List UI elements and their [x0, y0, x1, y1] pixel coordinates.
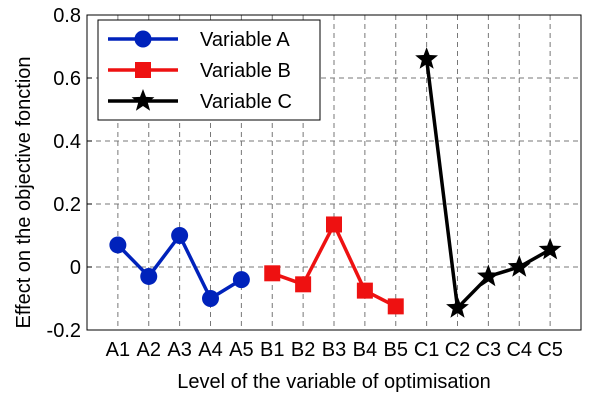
legend-marker [135, 62, 151, 78]
x-tick-label: B3 [322, 339, 346, 361]
data-point [140, 267, 158, 285]
data-point [109, 236, 127, 254]
x-tick-label: A5 [229, 339, 253, 361]
data-point [538, 237, 562, 260]
data-point [326, 216, 342, 233]
data-point [232, 271, 250, 289]
y-tick-label: 0.6 [53, 68, 81, 90]
x-tick-label: C4 [506, 339, 532, 361]
data-point [264, 265, 281, 282]
x-tick-label: A2 [137, 339, 161, 361]
x-tick-label: B1 [260, 339, 284, 361]
series-layer [109, 47, 562, 318]
y-tick-label: 0.4 [53, 131, 81, 153]
legend-marker [134, 30, 152, 48]
legend-label: Variable A [200, 29, 290, 51]
legend-label: Variable B [200, 60, 291, 82]
y-tick-label: 0 [70, 257, 81, 279]
series-variable-c [415, 47, 562, 318]
y-axis-label: Effect on the objective fonction [13, 56, 35, 328]
data-point [202, 290, 219, 307]
x-tick-label: C5 [537, 339, 563, 361]
data-point [446, 295, 469, 318]
data-point [415, 47, 438, 69]
x-tick-label: C2 [445, 339, 471, 361]
x-tick-label: B2 [291, 339, 315, 361]
y-tick-label: 0.2 [53, 194, 81, 216]
data-point [387, 298, 404, 315]
series-variable-b [264, 216, 404, 315]
data-point [171, 227, 189, 244]
x-tick-label: A3 [167, 339, 191, 361]
data-point [295, 276, 312, 293]
legend: Variable A Variable B Variable C [97, 19, 321, 121]
x-tick-label: C3 [476, 339, 502, 361]
data-point [507, 255, 531, 277]
x-axis-label: Level of the variable of optimisation [177, 371, 491, 393]
x-tick-label: A4 [198, 339, 222, 361]
x-tick-labels: A1 A2 A3 A4 A5 B1 B2 B3 B4 B5 C1 C2 C3 C4 C5 [106, 339, 563, 361]
y-tick-label: -0.2 [47, 320, 81, 342]
legend-label: Variable C [200, 91, 292, 113]
data-point [477, 264, 500, 287]
legend-marker [131, 89, 155, 111]
legend-item: Variable B [108, 60, 291, 82]
x-tick-label: A1 [106, 339, 130, 361]
series-variable-a [109, 227, 250, 307]
axes-box [86, 14, 582, 331]
data-point [356, 282, 373, 299]
x-tick-label: C1 [414, 339, 440, 361]
legend-item: Variable A [108, 29, 290, 51]
x-tick-label: B5 [384, 339, 408, 361]
y-tick-label: 0.8 [53, 5, 81, 27]
x-tick-label: B4 [353, 339, 377, 361]
legend-item: Variable C [108, 89, 292, 113]
y-tick-labels: -0.2 0 0.2 0.4 0.6 0.8 [47, 5, 92, 342]
